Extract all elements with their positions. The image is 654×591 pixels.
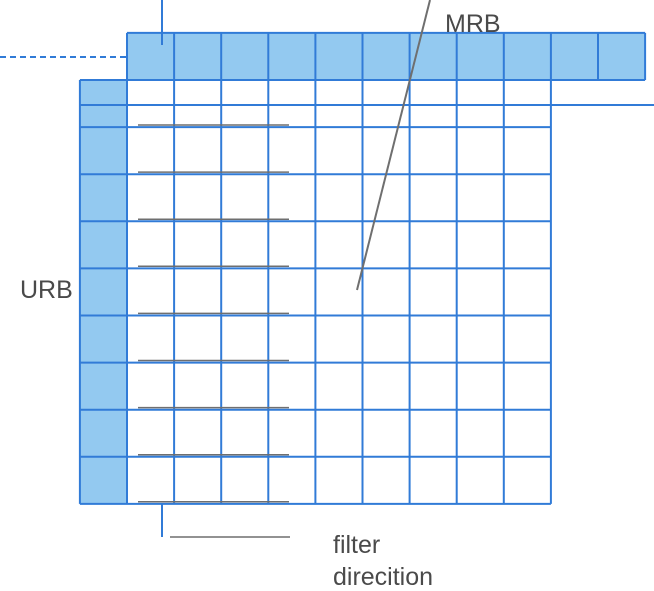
mrb-top-row (127, 33, 645, 80)
urb-label: URB (20, 276, 73, 304)
mrb-label: MRB (445, 10, 501, 38)
filter-label-line1: filter (333, 531, 380, 559)
filter-label-line2: direcition (333, 563, 433, 591)
urb-left-col (80, 80, 127, 504)
grid-diagram: MRB URB filter direcition (0, 0, 654, 591)
